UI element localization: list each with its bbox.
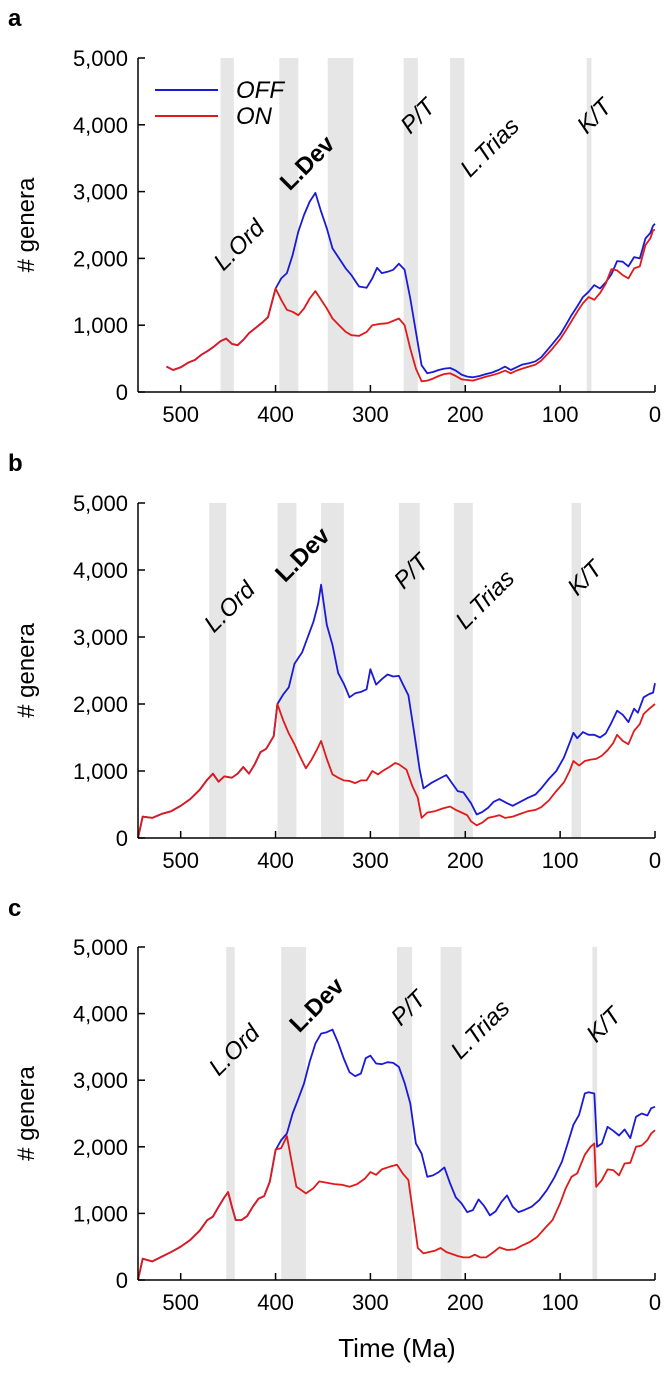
y-tick-label: 4,000 xyxy=(73,1002,128,1027)
event-band xyxy=(398,503,420,838)
x-tick-label: 400 xyxy=(257,402,294,427)
y-axis-title: # genera xyxy=(13,177,40,272)
x-tick-label: 0 xyxy=(649,1290,661,1315)
event-band xyxy=(277,503,297,838)
y-tick-label: 2,000 xyxy=(73,246,128,271)
event-band xyxy=(396,947,413,1280)
y-tick-label: 4,000 xyxy=(73,558,128,583)
series-line-on xyxy=(137,1129,656,1281)
x-tick-label: 100 xyxy=(542,1290,579,1315)
x-tick-label: 500 xyxy=(162,848,199,873)
legend-label-off: OFF xyxy=(236,77,285,104)
x-tick-label: 300 xyxy=(352,402,389,427)
panel-letter: c xyxy=(8,895,21,922)
event-band xyxy=(327,58,354,392)
event-band xyxy=(209,503,227,838)
x-tick-label: 300 xyxy=(352,1290,389,1315)
x-tick-label: 400 xyxy=(257,1290,294,1315)
event-band xyxy=(403,58,418,392)
event-band xyxy=(321,503,344,838)
y-tick-label: 3,000 xyxy=(73,180,128,205)
panel-letter: b xyxy=(8,450,23,477)
y-tick-label: 5,000 xyxy=(73,46,128,71)
y-axis-title: # genera xyxy=(13,622,40,717)
event-label: K/T xyxy=(572,92,619,139)
x-tick-label: 300 xyxy=(352,848,389,873)
series-line-on xyxy=(137,703,656,839)
y-tick-label: 5,000 xyxy=(73,935,128,960)
event-band xyxy=(450,58,465,392)
y-tick-label: 3,000 xyxy=(73,625,128,650)
y-axis-title: # genera xyxy=(13,1065,40,1160)
legend-label-on: ON xyxy=(236,103,273,130)
series-line-on xyxy=(166,228,656,383)
event-band xyxy=(279,58,299,392)
x-tick-label: 500 xyxy=(162,1290,199,1315)
event-band xyxy=(453,503,473,838)
x-tick-label: 0 xyxy=(649,402,661,427)
event-band xyxy=(571,503,582,838)
event-band xyxy=(440,947,462,1280)
y-tick-label: 1,000 xyxy=(73,313,128,338)
event-band xyxy=(586,58,592,392)
y-tick-label: 1,000 xyxy=(73,1201,128,1226)
y-tick-label: 5,000 xyxy=(73,491,128,516)
x-tick-label: 200 xyxy=(447,402,484,427)
event-label: P/T xyxy=(386,984,433,1031)
x-tick-label: 0 xyxy=(649,848,661,873)
event-label: K/T xyxy=(581,1001,628,1048)
y-tick-label: 0 xyxy=(116,826,128,851)
event-label: P/T xyxy=(395,92,442,139)
y-tick-label: 4,000 xyxy=(73,113,128,138)
x-tick-label: 500 xyxy=(162,402,199,427)
event-label: L.Ord xyxy=(209,214,271,276)
x-tick-label: 100 xyxy=(542,848,579,873)
x-tick-label: 200 xyxy=(447,1290,484,1315)
x-tick-label: 100 xyxy=(542,402,579,427)
y-tick-label: 2,000 xyxy=(73,692,128,717)
event-label: L.Ord xyxy=(199,576,261,638)
event-band xyxy=(281,947,306,1280)
y-tick-label: 0 xyxy=(116,1268,128,1293)
event-label: K/T xyxy=(562,554,609,601)
y-tick-label: 2,000 xyxy=(73,1135,128,1160)
event-band xyxy=(226,947,235,1280)
y-tick-label: 3,000 xyxy=(73,1068,128,1093)
event-band xyxy=(220,58,234,392)
event-label: P/T xyxy=(389,547,436,594)
x-tick-label: 200 xyxy=(447,848,484,873)
x-tick-label: 400 xyxy=(257,848,294,873)
event-label: L.Trias xyxy=(455,113,525,183)
x-axis-title: Time (Ma) xyxy=(338,1333,455,1363)
y-tick-label: 1,000 xyxy=(73,759,128,784)
panel-letter: a xyxy=(8,5,22,32)
y-tick-label: 0 xyxy=(116,380,128,405)
